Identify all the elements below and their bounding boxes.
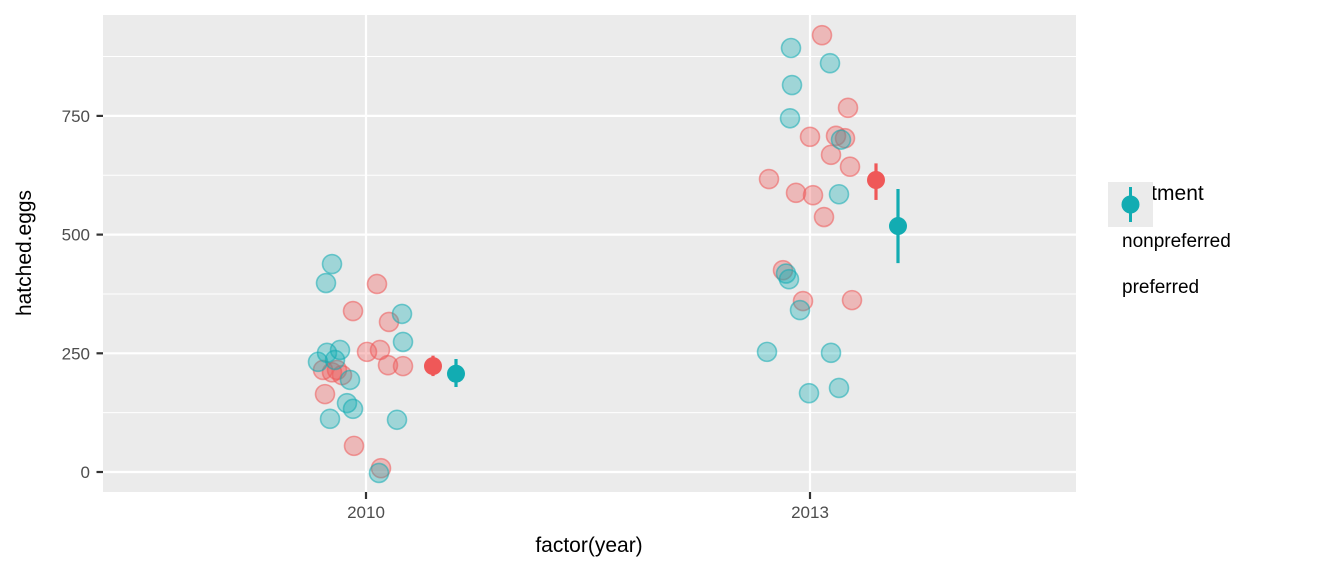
data-point-nonpreferred (343, 435, 365, 457)
data-point-nonpreferred (366, 273, 388, 295)
y-tick-label: 250 (62, 344, 90, 363)
data-point-preferred (368, 462, 390, 484)
data-point-preferred (392, 331, 414, 353)
x-axis-title: factor(year) (535, 534, 643, 557)
data-point-preferred (386, 409, 408, 431)
summary-point-preferred (447, 364, 465, 383)
data-point-preferred (819, 52, 841, 74)
data-point-nonpreferred (392, 355, 414, 377)
data-point-preferred (315, 272, 337, 294)
data-point-nonpreferred (758, 168, 780, 190)
data-point-nonpreferred (841, 289, 863, 311)
data-point-preferred (789, 299, 811, 321)
data-point-nonpreferred (356, 341, 378, 363)
data-point-nonpreferred (342, 300, 364, 322)
y-tick-label: 750 (62, 107, 90, 126)
summary-point-nonpreferred (424, 357, 442, 376)
data-point-preferred (828, 377, 850, 399)
data-point-nonpreferred (820, 144, 842, 166)
data-point-nonpreferred (785, 182, 807, 204)
data-point-nonpreferred (799, 126, 821, 148)
data-point-preferred (342, 398, 364, 420)
legend-entries: nonpreferred preferred (1108, 182, 1231, 311)
data-point-preferred (336, 392, 358, 414)
summary-point-nonpreferred (867, 170, 885, 189)
data-point-preferred (321, 253, 343, 275)
y-tick-label: 0 (81, 463, 90, 482)
data-point-preferred (778, 268, 800, 290)
data-point-preferred (779, 107, 801, 129)
legend-entry: preferred (1108, 182, 1231, 311)
data-point-preferred (828, 183, 850, 205)
data-point-preferred (781, 74, 803, 96)
plot-panel (103, 15, 1076, 492)
data-point-nonpreferred (802, 184, 824, 206)
data-point-preferred (319, 408, 341, 430)
data-point-preferred (756, 341, 778, 363)
legend-key-pointrange-icon (1108, 182, 1153, 227)
data-point-preferred (324, 349, 346, 371)
data-point-preferred (820, 342, 842, 364)
data-point-nonpreferred (377, 354, 399, 376)
x-tick-label: 2010 (347, 503, 385, 522)
data-point-preferred (339, 369, 361, 391)
x-tick-label: 2013 (791, 503, 829, 522)
legend-entry-label: preferred (1122, 277, 1200, 298)
data-point-preferred (798, 382, 820, 404)
data-point-preferred (307, 351, 329, 373)
data-point-preferred (830, 129, 852, 150)
data-point-preferred (780, 37, 802, 59)
y-axis-title: hatched.eggs (13, 189, 36, 317)
data-point-nonpreferred (837, 97, 859, 119)
data-point-nonpreferred (811, 24, 833, 46)
data-point-preferred (329, 339, 351, 361)
legend: treatment nonpreferred preferred (1108, 182, 1231, 311)
data-point-nonpreferred (813, 206, 835, 228)
data-point-nonpreferred (839, 156, 861, 178)
data-point-preferred (775, 263, 797, 284)
y-tick-label: 500 (62, 226, 90, 245)
legend-entry-label: nonpreferred (1122, 231, 1231, 252)
summary-point-preferred (889, 217, 907, 236)
data-point-preferred (391, 303, 413, 325)
data-point-nonpreferred (314, 383, 336, 405)
